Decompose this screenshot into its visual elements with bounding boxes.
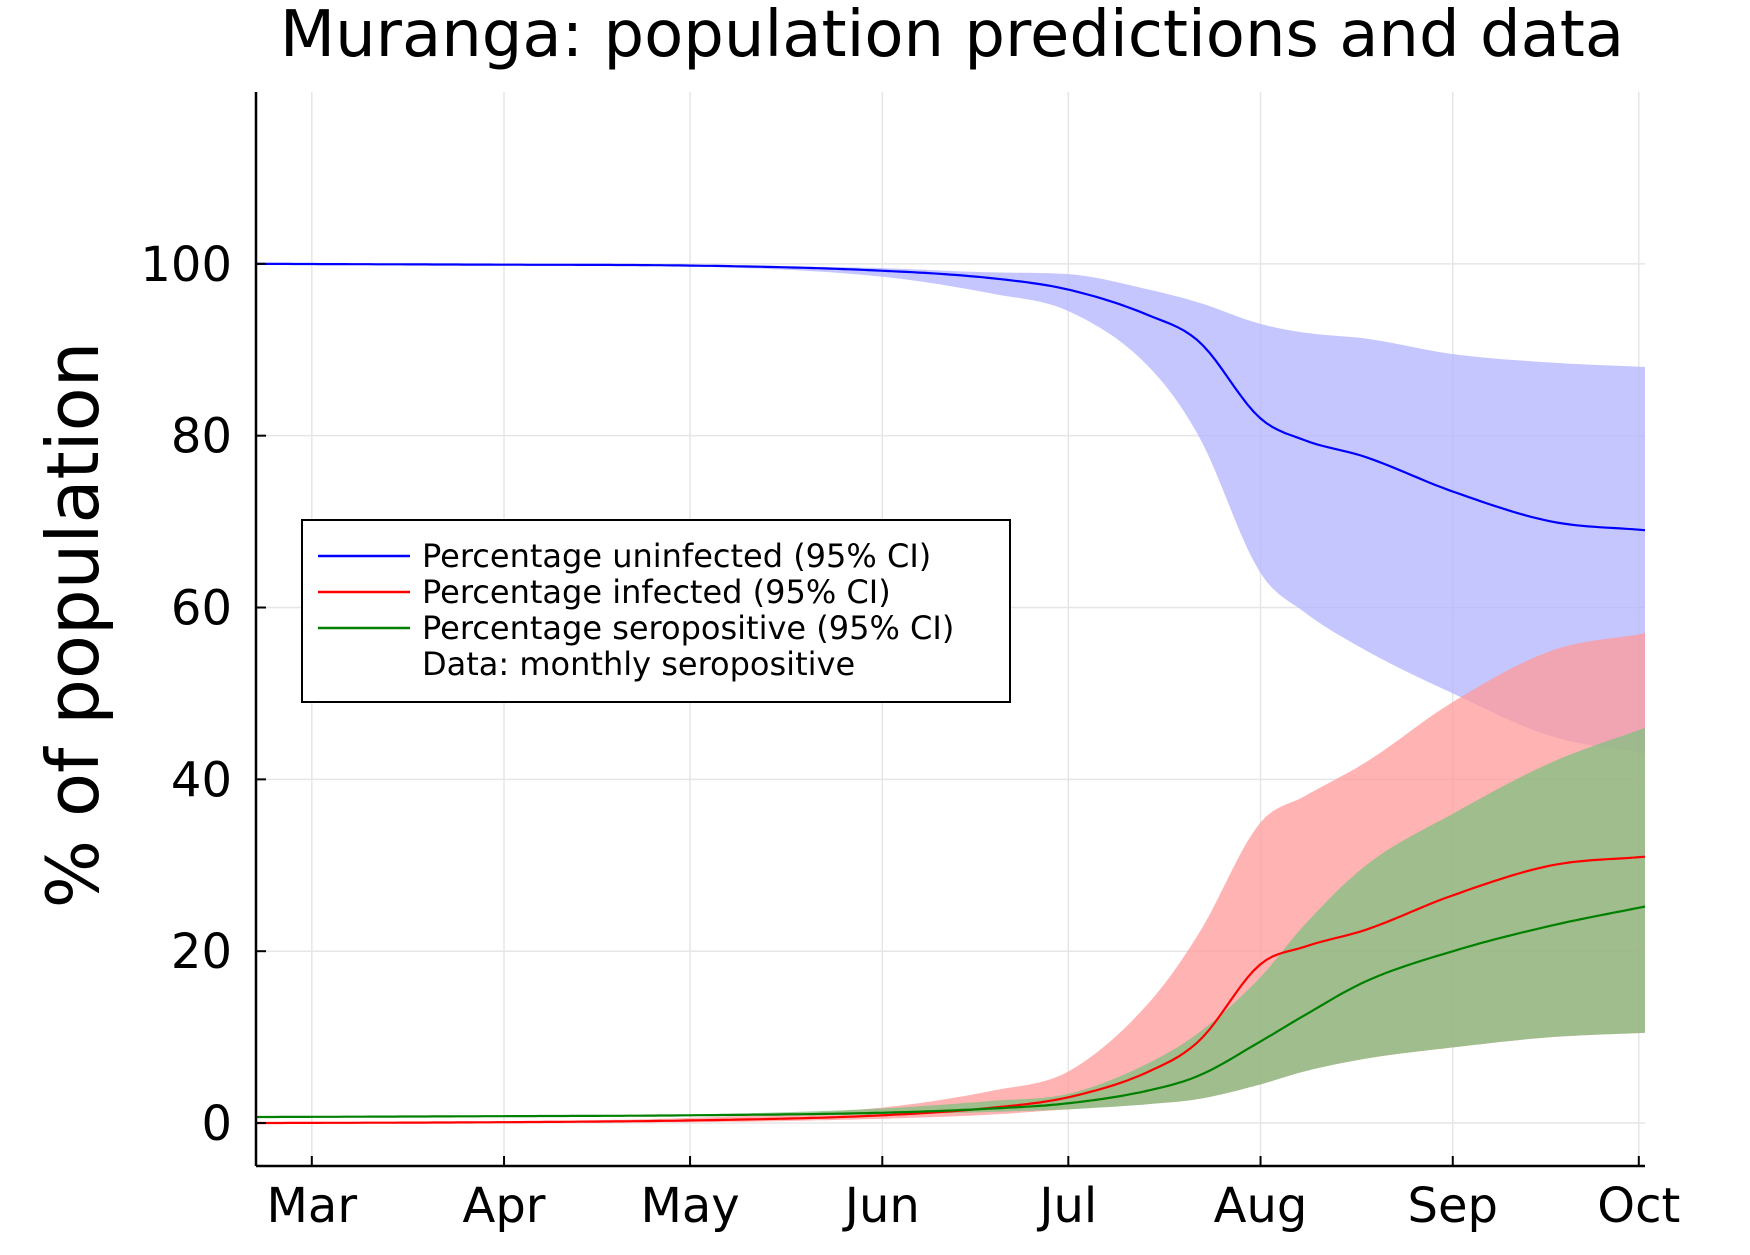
chart-title: Muranga: population predictions and data	[280, 0, 1624, 72]
legend-box	[301, 519, 1011, 703]
x-tick-label-3: Jun	[842, 1178, 920, 1234]
x-tick-label-4: Jul	[1036, 1178, 1097, 1234]
y-tick-label-2: 40	[171, 752, 232, 808]
legend-label-4: Data: monthly seropositive	[422, 645, 855, 683]
x-tick-label-0: Mar	[267, 1178, 358, 1234]
x-tick-label-5: Aug	[1214, 1178, 1308, 1234]
x-tick-label-2: May	[640, 1178, 739, 1234]
line-layer	[255, 262, 1646, 1125]
legend-label-1: Percentage uninfected (95% CI)	[422, 537, 931, 575]
legend: Percentage uninfected (95% CI)Percentage…	[301, 519, 1011, 703]
y-tick-label-1: 20	[171, 924, 232, 980]
y-tick-label-3: 60	[171, 581, 232, 637]
axis-layer	[254, 92, 1645, 1168]
ci-band-1	[256, 263, 1645, 754]
y-tick-label-4: 80	[171, 409, 232, 465]
y-axis-label: % of population	[31, 342, 115, 909]
x-tick-label-1: Apr	[463, 1178, 546, 1234]
legend-label-3: Percentage seropositive (95% CI)	[422, 609, 954, 647]
legend-label-2: Percentage infected (95% CI)	[422, 573, 891, 611]
series-line-1	[255, 262, 1646, 532]
y-tick-label-5: 100	[140, 237, 232, 293]
tick-layer: 0 20 40 60 80 100 Mar Apr May Jun Jul Aug Sep Oct	[140, 237, 1680, 1234]
series-line-3	[256, 905, 1646, 1119]
x-tick-label-7: Oct	[1597, 1178, 1680, 1234]
y-tick-label-0: 0	[201, 1096, 232, 1152]
x-tick-label-6: Sep	[1408, 1178, 1498, 1234]
